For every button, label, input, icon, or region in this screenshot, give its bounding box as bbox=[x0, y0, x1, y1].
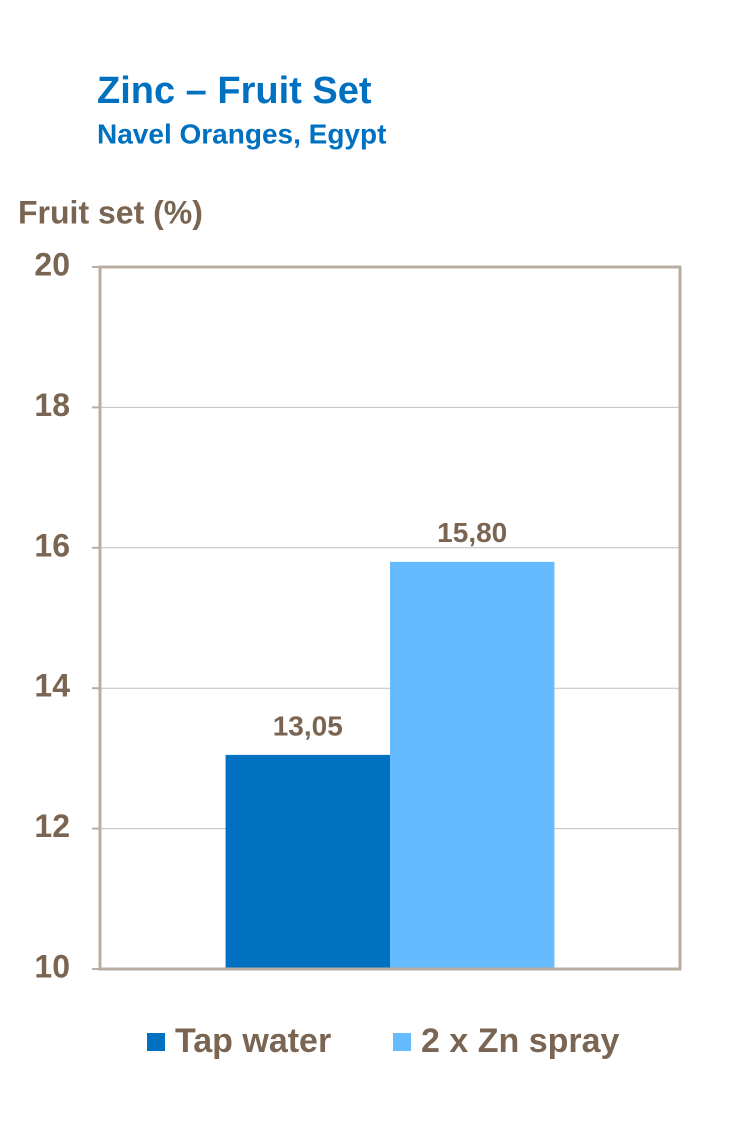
chart-subtitle: Navel Oranges, Egypt bbox=[97, 118, 386, 149]
legend-swatch bbox=[147, 1033, 165, 1051]
y-tick-label: 12 bbox=[34, 808, 70, 844]
legend-label: 2 x Zn spray bbox=[421, 1022, 620, 1060]
chart-title: Zinc – Fruit Set bbox=[97, 70, 372, 112]
legend-swatch bbox=[393, 1033, 411, 1051]
bar bbox=[225, 754, 390, 969]
legend-label: Tap water bbox=[175, 1022, 331, 1060]
value-label: 13,05 bbox=[273, 710, 343, 741]
y-tick-label: 10 bbox=[34, 948, 70, 984]
y-tick-label: 18 bbox=[34, 387, 70, 423]
y-tick-label: 16 bbox=[34, 527, 70, 563]
bar bbox=[390, 561, 555, 969]
y-tick-label: 14 bbox=[34, 668, 70, 704]
value-label: 15,80 bbox=[437, 517, 507, 548]
y-tick-label: 20 bbox=[34, 246, 70, 282]
plot-frame bbox=[98, 265, 682, 971]
y-axis-label: Fruit set (%) bbox=[18, 194, 203, 230]
